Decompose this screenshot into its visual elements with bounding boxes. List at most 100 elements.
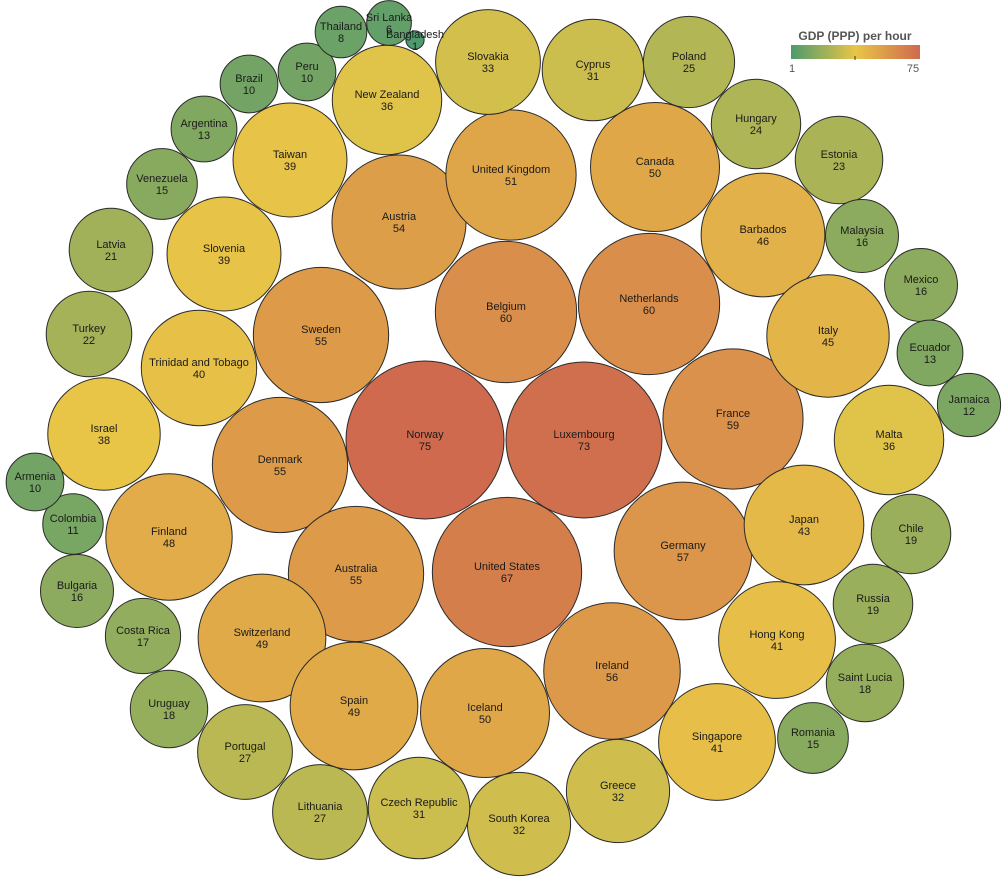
bubble-circle[interactable] (445, 109, 577, 241)
bubble-circle[interactable] (126, 148, 198, 220)
bubble-circle[interactable] (936, 372, 1002, 438)
bubble-circle[interactable] (870, 493, 952, 575)
bubble-circle[interactable] (710, 78, 802, 170)
bubble-circle[interactable] (367, 756, 471, 860)
bubble-circle[interactable] (45, 290, 133, 378)
bubble-circle[interactable] (47, 377, 161, 491)
bubble-circle[interactable] (197, 704, 293, 800)
bubble-circle[interactable] (833, 384, 945, 496)
bubble-circle[interactable] (589, 101, 721, 233)
bubble-circle[interactable] (832, 563, 914, 645)
bubble-circle[interactable] (232, 102, 348, 218)
bubble-circle[interactable] (272, 764, 368, 860)
bubble-circle[interactable] (287, 505, 425, 643)
bubble-circle[interactable] (577, 232, 721, 376)
bubble-circle[interactable] (197, 573, 327, 703)
bubble-circle[interactable] (345, 360, 505, 520)
bubble-circle[interactable] (565, 738, 671, 844)
bubble-circle[interactable] (104, 597, 182, 675)
bubble-circle[interactable] (662, 348, 804, 490)
bubble-circle[interactable] (505, 361, 663, 519)
bubble-circle[interactable] (896, 319, 964, 387)
bubble-circle[interactable] (405, 30, 425, 50)
bubble-circle[interactable] (211, 396, 349, 534)
bubble-circle[interactable] (105, 473, 233, 601)
bubble-circle[interactable] (252, 266, 390, 404)
bubble-circle[interactable] (170, 95, 238, 163)
bubble-circle[interactable] (777, 702, 849, 774)
bubble-circle[interactable] (289, 641, 419, 771)
bubble-circle[interactable] (766, 274, 890, 398)
bubble-circle[interactable] (140, 309, 258, 427)
bubble-circle[interactable] (700, 172, 826, 298)
bubble-circle[interactable] (40, 554, 114, 628)
bubble-circle[interactable] (434, 240, 578, 384)
bubble-circle[interactable] (431, 496, 583, 648)
bubble-circle[interactable] (642, 15, 736, 109)
bubble-circle[interactable] (314, 5, 368, 59)
bubble-circle[interactable] (435, 9, 541, 115)
bubble-circle[interactable] (5, 452, 65, 512)
bubble-circle[interactable] (68, 207, 154, 293)
bubble-circle[interactable] (366, 0, 412, 46)
bubble-circle[interactable] (219, 54, 279, 114)
bubble-circle[interactable] (825, 199, 899, 273)
bubble-circle[interactable] (129, 669, 209, 749)
bubble-circle[interactable] (42, 493, 104, 555)
bubble-circle[interactable] (166, 196, 282, 312)
bubble-circle[interactable] (658, 683, 776, 801)
